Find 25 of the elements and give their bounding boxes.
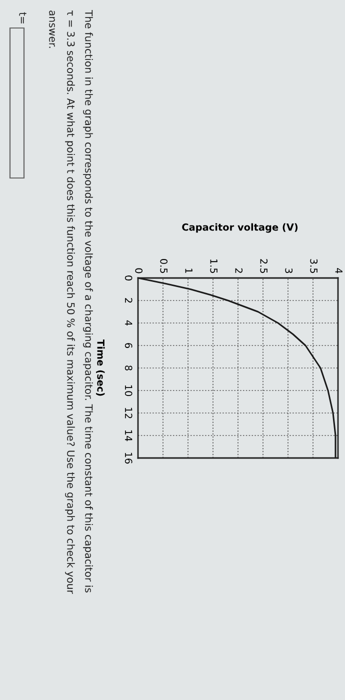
- y-tick-label: 16: [124, 452, 132, 464]
- y-tick-label: 4: [125, 320, 132, 326]
- y-tick-label: 2: [125, 298, 132, 303]
- x-tick-label: 3: [285, 268, 293, 274]
- y-tick-label: 8: [124, 366, 132, 370]
- text: τ = 3.3 seconds. At what point t does this function reach 50 % of its maximum value? Use the graph to check your: [65, 10, 75, 594]
- y-tick-label: 12: [125, 408, 132, 418]
- x-tick-label: 3.5: [310, 259, 318, 273]
- text: t=: [19, 12, 26, 24]
- text: The function in the graph corresponds to the voltage of a charging capacitor. The time constant of this capacitor is: [83, 10, 93, 592]
- x-tick-label: 2.5: [260, 259, 268, 273]
- x-tick-label: 1.5: [210, 259, 218, 273]
- x-axis-title: Capacitor voltage (V): [182, 223, 298, 233]
- y-tick-label: 14: [125, 430, 132, 442]
- x-tick-label: 0: [135, 268, 143, 274]
- y-tick-label: 0: [124, 276, 132, 280]
- y-axis-title: Time (sec): [96, 339, 105, 396]
- text: answer.: [49, 10, 55, 48]
- x-tick-label: 0.5: [160, 259, 168, 273]
- y-tick-label: 6: [124, 343, 132, 348]
- x-tick-label: 4: [335, 268, 342, 274]
- line-series: [138, 278, 336, 458]
- x-tick-label: 2: [235, 268, 243, 273]
- y-tick-label: 10: [124, 385, 132, 396]
- x-tick-label: 1: [185, 268, 192, 273]
